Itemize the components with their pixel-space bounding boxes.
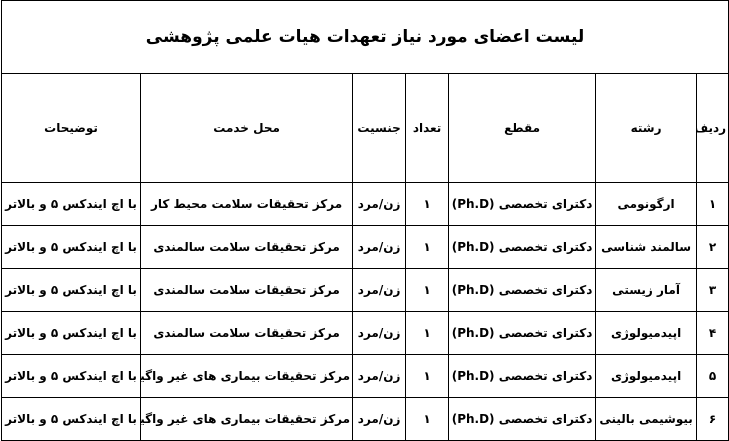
cell-gender: زن/مرد: [352, 311, 407, 355]
cell-notes: با اچ ایندکس ۵ و بالاتر: [0, 311, 142, 355]
cell-service-location: مرکز تحقیقات بیماری های غیر واگیر: [140, 397, 354, 441]
header-count: تعداد: [405, 73, 450, 183]
cell-service-location: مرکز تحقیقات سلامت محیط کار: [140, 182, 354, 226]
cell-row-number: ۶: [696, 397, 729, 441]
table-title: لیست اعضای مورد نیاز تعهدات هیات علمی پژ…: [0, 0, 729, 74]
header-field: رشته: [595, 73, 698, 183]
cell-count: ۱: [405, 225, 450, 269]
table-row: ۴ اپیدمیولوژی دکترای تخصصی (Ph.D) ۱ زن/مرد مر…: [0, 311, 729, 355]
cell-notes: با اچ ایندکس ۵ و بالاتر: [0, 225, 142, 269]
cell-gender: زن/مرد: [352, 397, 407, 441]
cell-count: ۱: [405, 182, 450, 226]
cell-row-number: ۵: [696, 354, 729, 398]
cell-service-location: مرکز تحقیقات سلامت سالمندی: [140, 311, 354, 355]
cell-degree: دکترای تخصصی (Ph.D): [448, 354, 597, 398]
cell-gender: زن/مرد: [352, 225, 407, 269]
cell-field: ارگونومی: [595, 182, 698, 226]
table-row: ۳ آمار زیستی دکترای تخصصی (Ph.D) ۱ زن/مرد مرک…: [0, 268, 729, 312]
cell-field: سالمند شناسی: [595, 225, 698, 269]
table-row: ۱ ارگونومی دکترای تخصصی (Ph.D) ۱ زن/مرد مرکز …: [0, 182, 729, 226]
cell-service-location: مرکز تحقیقات سلامت سالمندی: [140, 268, 354, 312]
cell-notes: با اچ ایندکس ۵ و بالاتر: [0, 354, 142, 398]
header-row-number: ردیف: [696, 73, 729, 183]
cell-count: ۱: [405, 354, 450, 398]
cell-count: ۱: [405, 268, 450, 312]
cell-gender: زن/مرد: [352, 354, 407, 398]
cell-field: اپیدمیولوژی: [595, 311, 698, 355]
cell-row-number: ۳: [696, 268, 729, 312]
header-degree: مقطع: [448, 73, 597, 183]
cell-service-location: مرکز تحقیقات بیماری های غیر واگیر: [140, 354, 354, 398]
cell-degree: دکترای تخصصی (Ph.D): [448, 311, 597, 355]
header-service-location: محل خدمت: [140, 73, 354, 183]
cell-row-number: ۱: [696, 182, 729, 226]
cell-notes: با اچ ایندکس ۵ و بالاتر: [0, 268, 142, 312]
cell-degree: دکترای تخصصی (Ph.D): [448, 225, 597, 269]
cell-notes: با اچ ایندکس ۵ و بالاتر: [0, 182, 142, 226]
header-row: ردیف رشته مقطع تعداد جنسیت محل خدمت توضیحات: [0, 73, 729, 183]
cell-field: آمار زیستی: [595, 268, 698, 312]
cell-row-number: ۴: [696, 311, 729, 355]
header-gender: جنسیت: [352, 73, 407, 183]
table-row: ۶ بیوشیمی بالینی دکترای تخصصی (Ph.D) ۱ زن/مر…: [0, 397, 729, 441]
cell-row-number: ۲: [696, 225, 729, 269]
cell-gender: زن/مرد: [352, 182, 407, 226]
header-notes: توضیحات: [0, 73, 142, 183]
table-row: ۲ سالمند شناسی دکترای تخصصی (Ph.D) ۱ زن/مرد م…: [0, 225, 729, 269]
cell-degree: دکترای تخصصی (Ph.D): [448, 397, 597, 441]
cell-count: ۱: [405, 397, 450, 441]
cell-field: اپیدمیولوژی: [595, 354, 698, 398]
table-row: ۵ اپیدمیولوژی دکترای تخصصی (Ph.D) ۱ زن/مرد مر…: [0, 354, 729, 398]
cell-field: بیوشیمی بالینی: [595, 397, 698, 441]
cell-degree: دکترای تخصصی (Ph.D): [448, 182, 597, 226]
cell-count: ۱: [405, 311, 450, 355]
cell-service-location: مرکز تحقیقات سلامت سالمندی: [140, 225, 354, 269]
cell-gender: زن/مرد: [352, 268, 407, 312]
cell-notes: با اچ ایندکس ۵ و بالاتر: [0, 397, 142, 441]
cell-degree: دکترای تخصصی (Ph.D): [448, 268, 597, 312]
